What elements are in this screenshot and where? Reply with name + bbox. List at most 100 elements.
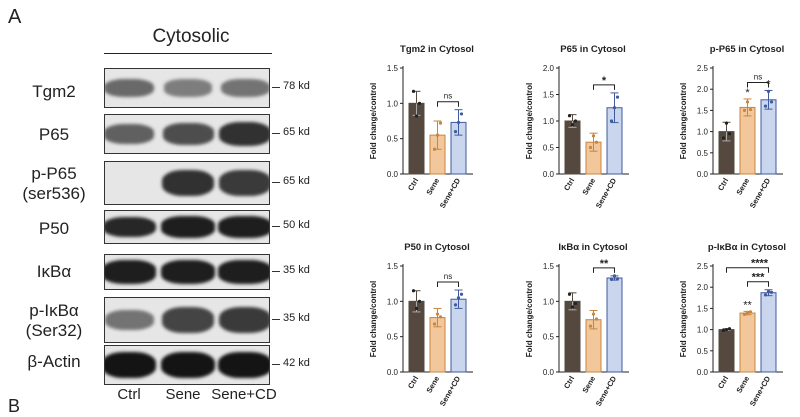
data-point (438, 121, 443, 125)
blot-band (162, 123, 214, 145)
data-point (453, 130, 458, 134)
significance-label: ** (600, 258, 609, 270)
x-tick-label: Sene+CD (594, 374, 619, 408)
data-point (414, 306, 419, 310)
blot-band (161, 260, 215, 284)
significance-label: ns (754, 72, 762, 81)
molecular-weight-label: 35 kd (283, 264, 310, 276)
data-point (594, 140, 599, 144)
lane-label-sene-cd: Sene+CD (211, 386, 277, 403)
significance-mark: ** (743, 299, 752, 311)
data-point (411, 89, 416, 93)
y-tick-label: 0.5 (543, 333, 555, 342)
x-tick-label: Sene (580, 375, 597, 395)
marker-tick (272, 182, 280, 183)
x-tick-label: Sene (734, 177, 751, 197)
x-tick-label: Sene (580, 177, 597, 197)
significance-label: *** (752, 272, 766, 284)
data-point (745, 311, 750, 315)
blot-band (105, 260, 156, 284)
y-axis-label: Fold change/control (679, 83, 688, 159)
data-point (438, 315, 443, 319)
data-point (742, 108, 747, 112)
blot-section-title: Cytosolic (152, 26, 230, 47)
y-tick-label: 1.5 (387, 262, 399, 271)
y-tick-label: 0.5 (697, 149, 709, 158)
y-tick-label: 2.0 (697, 85, 709, 94)
lane-label-ctrl: Ctrl (117, 386, 141, 403)
molecular-weight-label: 78 kd (283, 80, 310, 92)
data-point (459, 292, 464, 296)
blot-band (105, 309, 154, 331)
data-point (459, 112, 464, 116)
x-tick-label: Sene (424, 375, 441, 395)
x-tick-label: Ctrl (406, 177, 420, 193)
bar (739, 312, 756, 373)
y-tick-label: 2.0 (697, 283, 709, 292)
data-point (435, 312, 440, 316)
blot-band (218, 260, 269, 284)
blot-band (105, 78, 154, 98)
y-tick-label: 1.5 (697, 304, 709, 313)
blot-band (218, 351, 269, 379)
panel-letter: A (8, 6, 22, 28)
y-tick-label: 0.5 (387, 135, 399, 144)
blot-band (162, 307, 214, 333)
x-tick-label: Ctrl (406, 375, 420, 391)
y-tick-label: 2.5 (697, 262, 709, 271)
x-tick-label: Sene+CD (594, 176, 619, 210)
significance-label: ns (444, 272, 452, 281)
blot-band (161, 169, 215, 197)
data-point (763, 104, 768, 108)
y-tick-label: 0.5 (543, 144, 555, 153)
y-tick-label: 0.0 (543, 170, 555, 179)
data-point (612, 106, 617, 110)
y-tick-label: 2.5 (697, 64, 709, 73)
blot-band (163, 79, 213, 97)
blot-strip (104, 161, 270, 205)
blot-strip (104, 210, 270, 244)
marker-tick (272, 87, 280, 88)
data-point (570, 305, 575, 309)
blot-strip (104, 68, 270, 108)
y-tick-label: 1.5 (387, 64, 399, 73)
data-point (591, 312, 596, 316)
y-tick-label: 2.0 (543, 64, 555, 73)
data-point (727, 132, 732, 136)
y-tick-label: 0.5 (697, 347, 709, 356)
data-point (570, 123, 575, 127)
y-tick-label: 0.0 (543, 368, 555, 377)
blot-band (105, 216, 156, 238)
lane-label-sene: Sene (165, 386, 201, 403)
data-point (591, 134, 596, 138)
y-tick-label: 1.0 (543, 297, 555, 306)
x-tick-label: Sene (734, 375, 751, 395)
blot-label: p-P65 (ser536) (22, 164, 86, 203)
y-axis-label: Fold change/control (369, 281, 378, 357)
data-point (766, 289, 771, 294)
significance-label: **** (751, 258, 769, 270)
data-point (609, 277, 614, 282)
blot-label: P65 (38, 125, 70, 144)
x-tick-label: Sene (424, 177, 441, 197)
significance-bracket (593, 267, 615, 273)
data-point (417, 299, 422, 303)
chart-title: P65 in Cytosol (560, 44, 625, 55)
bar (760, 99, 777, 175)
section-underline (104, 53, 272, 54)
marker-tick (272, 271, 280, 272)
blot-label: p-IκBα (Ser32) (25, 301, 83, 340)
blot-band (105, 351, 156, 379)
data-point (763, 293, 768, 297)
x-tick-label: Sene+CD (748, 176, 773, 210)
data-point (594, 317, 599, 321)
blot-strip (104, 254, 270, 290)
marker-tick (272, 226, 280, 227)
data-point (414, 114, 419, 118)
molecular-weight-label: 50 kd (283, 219, 310, 231)
data-point (432, 147, 437, 151)
data-point (588, 324, 593, 328)
data-point (724, 328, 729, 332)
y-tick-label: 1.0 (697, 326, 709, 335)
y-tick-label: 0.0 (387, 368, 399, 377)
